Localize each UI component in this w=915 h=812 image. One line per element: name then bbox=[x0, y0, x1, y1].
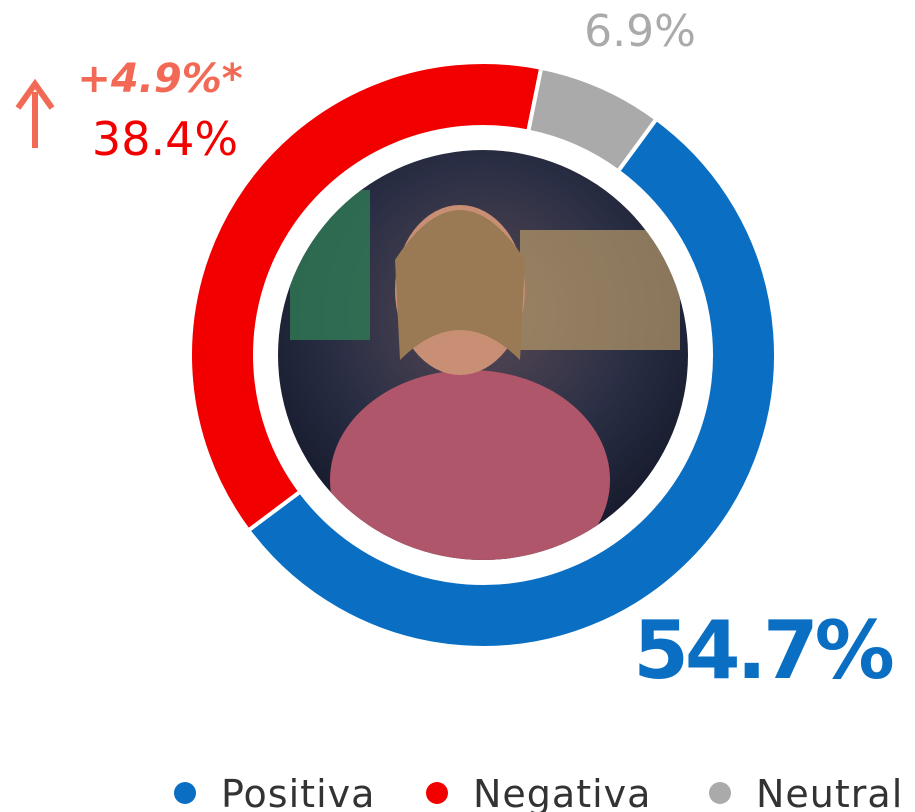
value-label: 54.7% bbox=[633, 604, 892, 697]
slice bbox=[525, 65, 660, 175]
legend-marker bbox=[174, 782, 196, 804]
legend-label: Negativa bbox=[473, 772, 651, 812]
annotation: +4.9%* bbox=[77, 56, 242, 102]
value-label: 38.4% bbox=[92, 112, 238, 166]
photo bbox=[278, 150, 688, 560]
donut bbox=[188, 60, 778, 650]
slice bbox=[245, 116, 778, 650]
slice bbox=[188, 60, 544, 534]
legend-marker bbox=[426, 782, 448, 804]
legend-label: Neutral bbox=[756, 772, 903, 812]
legend-marker bbox=[709, 782, 731, 804]
legend-label: Positiva bbox=[221, 772, 375, 812]
value-label: 6.9% bbox=[584, 6, 696, 57]
up-arrow bbox=[15, 78, 55, 148]
